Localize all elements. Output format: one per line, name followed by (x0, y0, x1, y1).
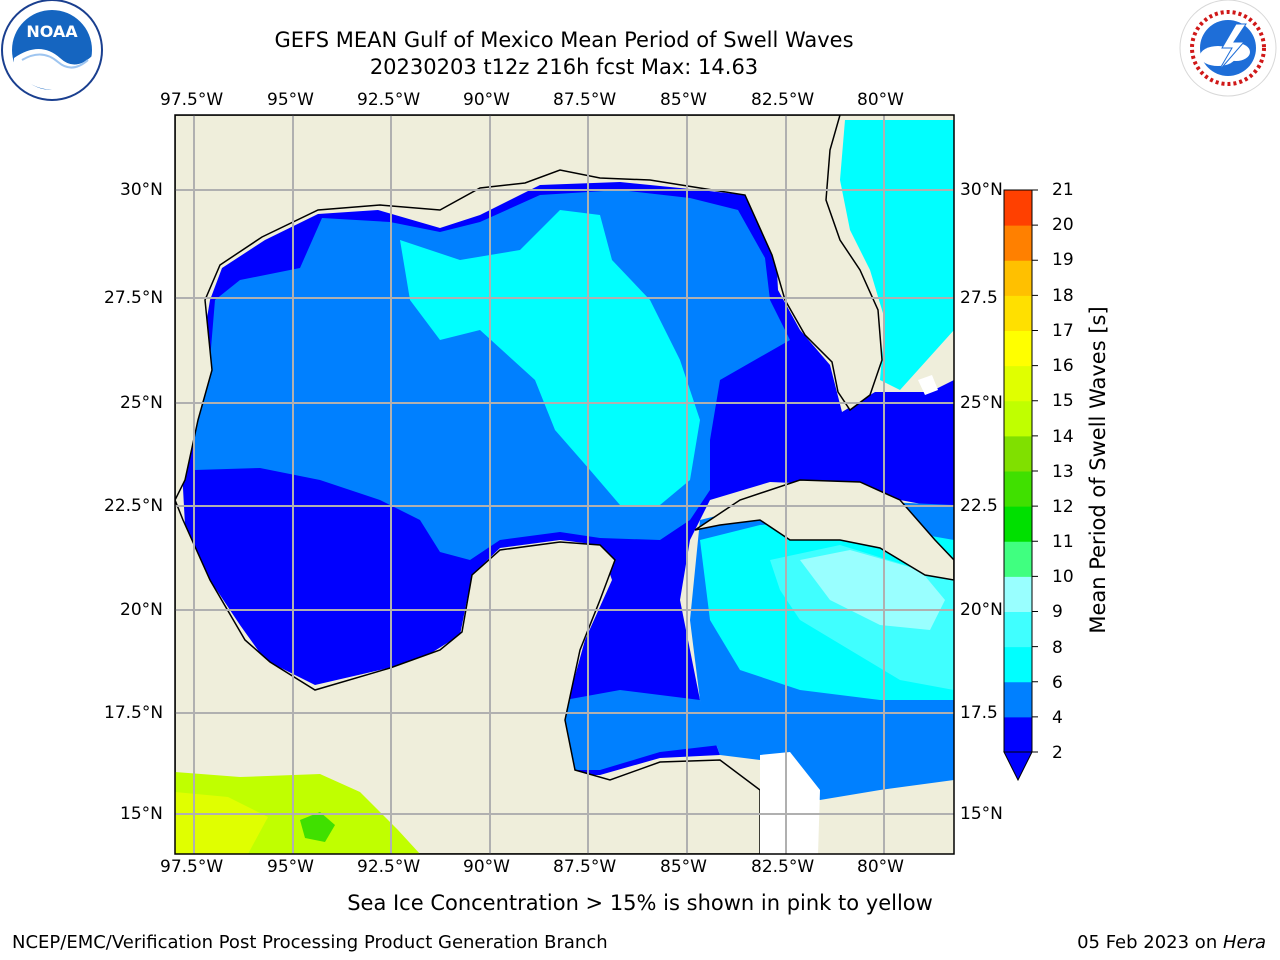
colorbar-tick: 21 (1052, 180, 1074, 200)
lon-tick-bottom: 82.5°W (751, 857, 815, 877)
lat-tick-right: 22.5 (960, 496, 998, 516)
colorbar-tick: 10 (1052, 567, 1074, 587)
map-area (175, 115, 954, 854)
colorbar-tick: 19 (1052, 250, 1074, 270)
land-mexico (175, 499, 761, 854)
noaa-logo-text: NOAA (26, 22, 78, 41)
map-title: GEFS MEAN Gulf of Mexico Mean Period of … (274, 28, 854, 52)
colorbar-segment (1004, 506, 1032, 542)
colorbar-tick: 6 (1052, 673, 1063, 693)
lat-tick-right: 30°N (960, 180, 1003, 200)
lat-tick-right: 25°N (960, 393, 1003, 413)
swell-region-6s-atlantic (840, 120, 954, 390)
swell-region-4s-south (565, 690, 720, 770)
lon-tick-top: 97.5°W (160, 90, 224, 110)
lat-tick-left: 22.5°N (104, 496, 164, 516)
noaa-logo: NOAA (1, 0, 103, 101)
colorbar-extend-arrow (1003, 751, 1033, 782)
colorbar-segment (1004, 471, 1032, 507)
colorbar-segment (1004, 576, 1032, 612)
lat-tick-left: 30°N (120, 180, 163, 200)
colorbar-segment (1004, 400, 1032, 437)
colorbar-tick: 20 (1052, 215, 1074, 235)
lon-tick-top: 82.5°W (751, 90, 815, 110)
colorbar-tick: 13 (1052, 462, 1074, 482)
colorbar-segment (1004, 330, 1032, 367)
colorbar-label: Mean Period of Swell Waves [s] (1086, 306, 1110, 634)
colorbar-tick: 12 (1052, 497, 1074, 517)
colorbar-tick: 16 (1052, 356, 1074, 376)
colorbar-tick: 8 (1052, 638, 1063, 658)
lat-tick-left: 15°N (120, 804, 163, 824)
swell-region-6s-central (400, 210, 700, 505)
footer-date: 05 Feb 2023 on Hera (1077, 932, 1266, 953)
colorbar-tick: 14 (1052, 427, 1074, 447)
lat-tick-left: 25°N (120, 393, 163, 413)
colorbar-segment (1004, 646, 1032, 683)
lat-tick-left: 27.5°N (104, 288, 164, 308)
colorbar-segment (1004, 435, 1032, 472)
land-us-gulf-coast (175, 115, 883, 501)
colorbar-tick: 2 (1052, 743, 1063, 763)
lon-tick-bottom: 80°W (857, 857, 904, 877)
lat-tick-right: 20°N (960, 600, 1003, 620)
lon-tick-top: 92.5°W (357, 90, 421, 110)
lon-tick-bottom: 92.5°W (357, 857, 421, 877)
footer-credit: NCEP/EMC/Verification Post Processing Pr… (12, 932, 608, 953)
lon-tick-top: 95°W (267, 90, 314, 110)
lat-tick-right: 15°N (960, 804, 1003, 824)
colorbar-segment (1004, 681, 1032, 718)
colorbar-tick: 11 (1052, 532, 1074, 552)
sea-ice-region-overlay-green (300, 812, 335, 842)
colorbar-tick: 17 (1052, 321, 1074, 341)
colorbar-tick: 4 (1052, 708, 1063, 728)
lon-tick-bottom: 97.5°W (160, 857, 224, 877)
lon-tick-top: 80°W (857, 90, 904, 110)
graticule (175, 115, 954, 854)
map-frame (174, 114, 955, 855)
colorbar-segment (1004, 541, 1032, 577)
colorbar-segment (1004, 716, 1032, 753)
lon-tick-bottom: 87.5°W (553, 857, 617, 877)
footer-machine: Hera (1222, 932, 1266, 953)
colorbar-segment (1004, 295, 1032, 331)
colorbar-segment (1004, 611, 1032, 648)
lon-tick-bottom: 90°W (463, 857, 510, 877)
colorbar-tick: 9 (1052, 602, 1063, 622)
lon-tick-top: 90°W (463, 90, 510, 110)
colorbar-tick: 15 (1052, 391, 1074, 411)
colorbar-tick: 18 (1052, 286, 1074, 306)
colorbar-segment (1004, 190, 1032, 226)
lon-tick-top: 85°W (660, 90, 707, 110)
sea-ice-region-overlay-core (175, 792, 268, 854)
colorbar (1003, 189, 1038, 782)
national-weather-service-logo (1179, 0, 1277, 97)
lat-tick-right: 27.5 (960, 288, 998, 308)
footer-date-text: 05 Feb 2023 on (1077, 932, 1223, 953)
no-data-patch-honduras (760, 752, 820, 854)
lat-tick-left: 17.5°N (104, 703, 164, 723)
land-andros-island (918, 375, 938, 395)
colorbar-segment (1004, 225, 1032, 261)
lat-tick-right: 17.5 (960, 703, 998, 723)
lon-tick-bottom: 95°W (267, 857, 314, 877)
lon-tick-bottom: 85°W (660, 857, 707, 877)
colorbar-segment (1004, 365, 1032, 402)
colorbar-segment (1004, 260, 1032, 296)
lat-tick-left: 20°N (120, 600, 163, 620)
lon-tick-top: 87.5°W (553, 90, 617, 110)
sea-ice-note: Sea Ice Concentration > 15% is shown in … (347, 891, 933, 915)
map-subtitle: 20230203 t12z 216h fcst Max: 14.63 (369, 55, 759, 79)
